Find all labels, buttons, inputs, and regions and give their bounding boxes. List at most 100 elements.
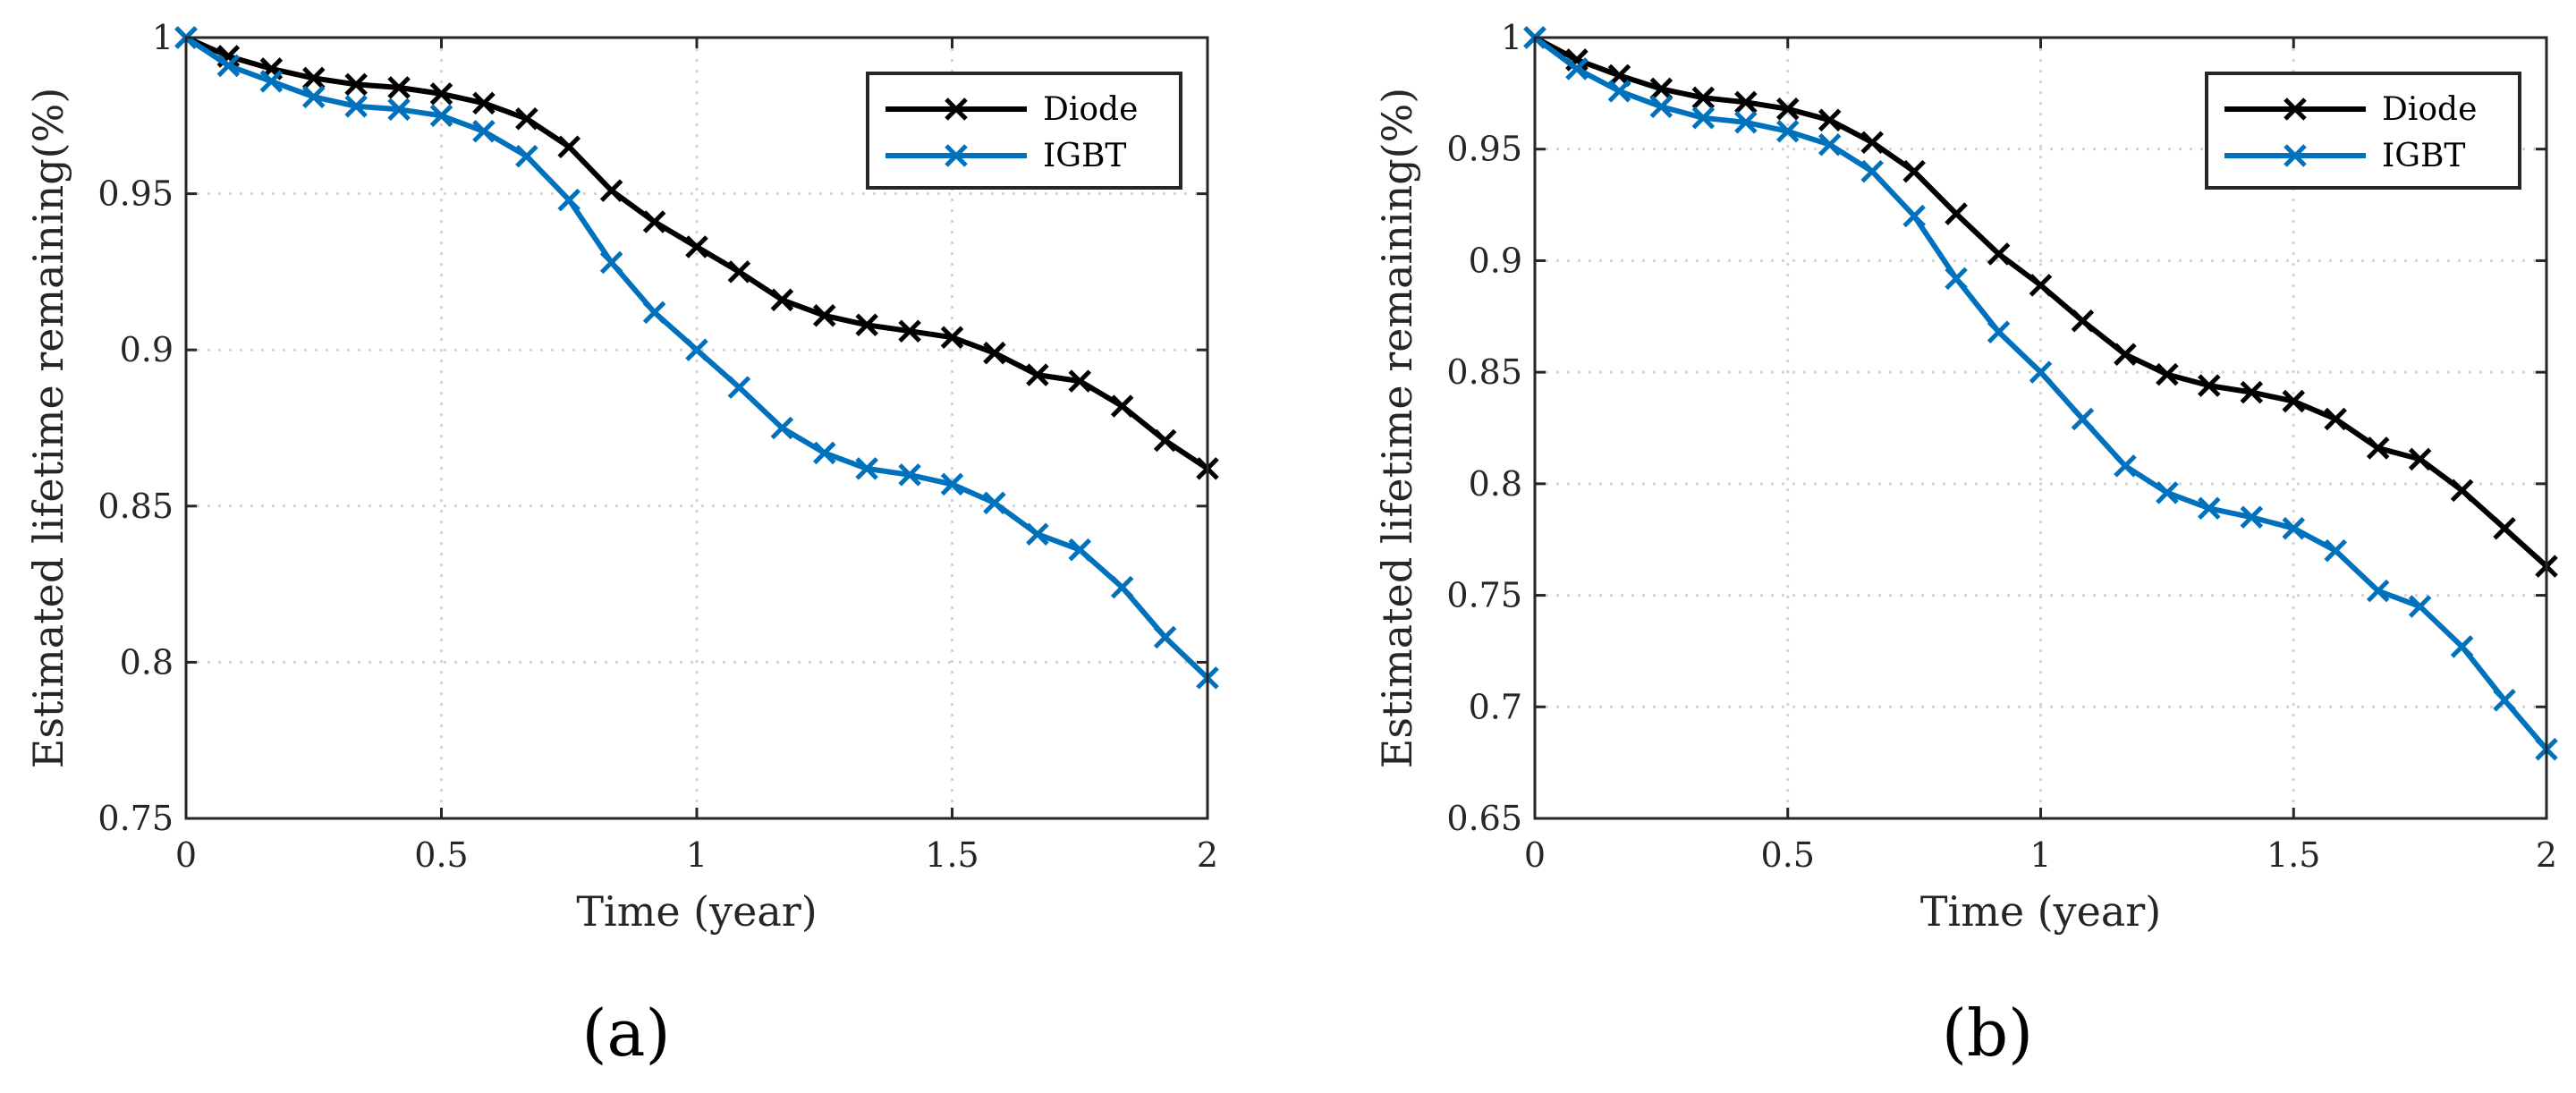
chart-a-series-igbt-marker — [515, 144, 538, 168]
chart-b-series-diode-marker — [1775, 97, 1800, 121]
chart-b-series-diode-marker — [1987, 242, 2011, 266]
chart-b-y-axis-label: Estimated lifetime remaining(%) — [1373, 88, 1421, 769]
chart-b-series-igbt-marker — [2156, 481, 2179, 504]
chart-b-series-diode-marker — [1902, 159, 1926, 183]
chart-a-series-diode-marker — [855, 313, 878, 337]
chart-b-y-tick-label: 0.65 — [1446, 799, 1522, 838]
chart-b-series-diode-marker — [2198, 374, 2221, 397]
chart-b-y-tick-label: 0.7 — [1469, 687, 1522, 726]
chart-b-legend-igbt-marker — [2284, 144, 2307, 167]
chart-a-x-axis-label: Time (year) — [576, 887, 817, 936]
chart-a-series-igbt-marker — [898, 463, 921, 487]
chart-b-series-igbt-marker — [2198, 496, 2221, 521]
chart-b-legend-igbt-label: IGBT — [2382, 138, 2465, 174]
chart-a-legend: Diode IGBT — [866, 72, 1182, 190]
chart-a-series-diode-marker — [1153, 428, 1177, 453]
chart-a-series-igbt-marker — [259, 70, 284, 93]
chart-b-series-diode-marker — [2324, 407, 2347, 431]
chart-b-series-diode-marker — [1734, 90, 1758, 114]
chart-a-y-axis-label: Estimated lifetime remaining(%) — [24, 88, 72, 769]
chart-a-x-tick-label: 2 — [1197, 835, 1218, 875]
chart-a-series-diode-marker — [642, 210, 666, 233]
chart-b-series-diode-marker — [2156, 362, 2179, 386]
chart-b-series-igbt-marker — [2493, 689, 2516, 712]
chart-a-series — [174, 26, 1219, 690]
chart-a-series-diode-marker — [344, 72, 368, 97]
chart-b-series-igbt-marker — [1607, 80, 1631, 103]
chart-b-series-igbt-marker — [1691, 106, 1716, 130]
chart-b-y-tick-label: 1 — [1501, 18, 1522, 57]
chart-b-series-diode-marker — [1818, 108, 1842, 132]
chart-b-series-diode-marker — [1649, 77, 1674, 101]
chart-b-x-tick-label: 0.5 — [1761, 835, 1815, 875]
chart-a-series-diode-marker — [1110, 394, 1134, 418]
chart-a-series-igbt-marker — [727, 376, 751, 399]
chart-b-series-igbt-marker — [2324, 538, 2347, 563]
chart-b-legend-diode-marker — [2284, 97, 2307, 121]
chart-b-series-igbt-marker — [1775, 119, 1800, 143]
chart-a-legend-diode-label: Diode — [1043, 91, 1138, 128]
chart-b-series-igbt-marker — [1734, 111, 1758, 134]
chart-a-series-diode-marker — [515, 107, 538, 131]
chart-b-series-igbt-marker — [1987, 320, 2011, 344]
chart-b-ticks: 0 0.5 1 1.5 2 0.65 0.7 0.75 0.8 0.85 0.9 0.95 1 — [1446, 18, 2557, 875]
chart-b-series-igbt-marker — [2282, 516, 2306, 540]
chart-a-series-igbt-marker — [429, 104, 453, 128]
chart-a-series-igbt-marker — [770, 416, 794, 440]
chart-a-series-igbt-marker — [940, 472, 964, 496]
chart-b-series-diode-marker — [1860, 131, 1884, 154]
chart-b-series-diode-marker — [2240, 380, 2264, 404]
chart-b-series-igbt-marker — [1565, 57, 1589, 80]
chart-a-series-diode-marker — [301, 66, 326, 90]
chart-a-series-igbt-marker — [216, 54, 241, 78]
chart-b-series-diode-marker — [1945, 202, 1968, 225]
chart-b-y-tick-label: 0.75 — [1446, 576, 1522, 615]
chart-b-legend: Diode IGBT — [2205, 72, 2521, 190]
chart-b-series-igbt-marker — [2240, 505, 2264, 530]
chart-b-y-tick-label: 0.95 — [1446, 130, 1522, 169]
chart-a-series-igbt-marker — [642, 301, 666, 325]
chart-b-series-diode-marker — [2071, 309, 2095, 333]
chart-a-series-diode-marker — [898, 319, 921, 343]
chart-b-series-igbt-marker — [2366, 579, 2390, 603]
chart-b-series-igbt-marker — [2408, 595, 2432, 618]
chart-b-series-igbt-marker — [1818, 132, 1842, 157]
chart-a-series-igbt-marker — [1026, 522, 1049, 546]
chart-a-series-igbt-marker — [472, 119, 496, 143]
chart-b-series-diode-marker — [2114, 343, 2137, 366]
chart-a-series-diode-marker — [770, 288, 794, 312]
chart-b-series-diode-marker — [2029, 274, 2053, 297]
chart-b-series-igbt-marker — [1649, 95, 1674, 119]
chart-b-x-tick-label: 0 — [1524, 835, 1546, 875]
chart-a-y-tick-label: 1 — [152, 18, 174, 57]
chart-b-series — [1523, 26, 2558, 761]
chart-a-panel-label: (a) — [581, 996, 670, 1071]
chart-a-series-igbt-marker — [599, 250, 623, 275]
chart-b-panel-label: (b) — [1942, 996, 2033, 1071]
chart-b-series-diode-marker — [1691, 86, 1716, 110]
chart-b-series-igbt-marker — [2450, 635, 2474, 658]
chart-b-y-tick-label: 0.8 — [1469, 464, 1522, 504]
chart-b-series-diode-marker — [2408, 447, 2432, 471]
chart-b-series-igbt-marker — [2114, 454, 2137, 478]
chart-a-legend-box — [866, 72, 1182, 190]
chart-a-series-diode-marker — [940, 326, 964, 349]
chart-b-y-tick-label: 0.85 — [1446, 352, 1522, 392]
chart-b-series-diode-marker — [2493, 516, 2516, 540]
chart-a-x-tick-label: 0.5 — [414, 835, 468, 875]
chart-a-series-igbt-marker — [983, 491, 1006, 515]
chart-b-series-diode-marker — [2366, 436, 2390, 460]
chart-a-x-tick-label: 1 — [686, 835, 708, 875]
chart-a-series-diode-marker — [387, 76, 411, 99]
chart-a-y-tick-label: 0.75 — [97, 799, 174, 838]
chart-a-series-diode-marker — [983, 341, 1006, 365]
chart-a-series-diode-marker — [812, 304, 836, 327]
chart-a-y-tick-label: 0.85 — [97, 487, 174, 526]
chart-a-legend-igbt-label: IGBT — [1043, 138, 1126, 174]
chart-a-series-diode-marker — [557, 135, 581, 158]
chart-a-series-diode-marker — [429, 82, 453, 106]
chart-b-series-igbt-marker — [1945, 267, 1968, 291]
chart-b-y-tick-label: 0.9 — [1469, 241, 1522, 280]
chart-b-legend-box — [2205, 72, 2521, 190]
